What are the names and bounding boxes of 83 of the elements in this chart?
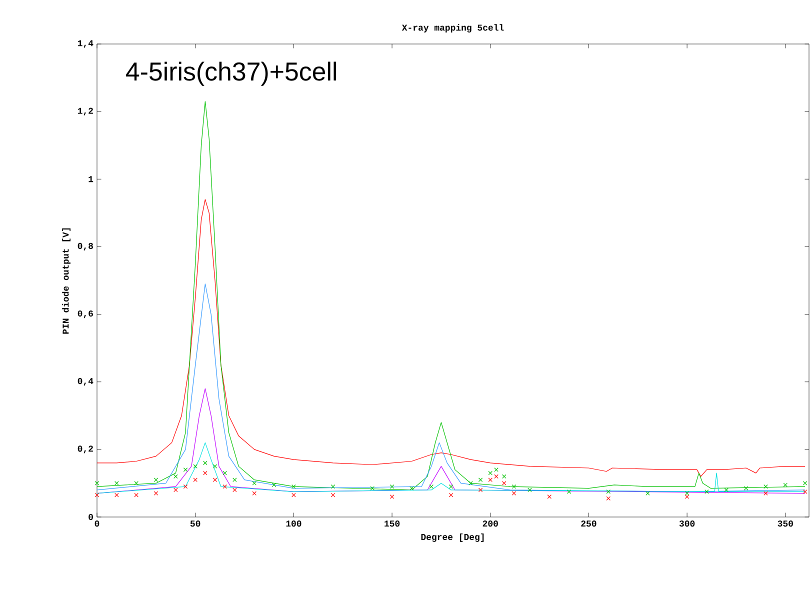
point <box>174 474 178 479</box>
chart-title: X-ray mapping 5cell <box>402 24 504 33</box>
line-series <box>97 199 806 477</box>
line-series <box>97 442 806 494</box>
y-tick-label: 1,2 <box>78 108 93 116</box>
y-tick-label: 0,8 <box>78 242 94 251</box>
point <box>606 496 611 501</box>
annotation: 4-5iris(ch37)+5cell <box>126 62 336 86</box>
point <box>212 478 218 482</box>
point <box>802 490 808 494</box>
point <box>468 481 473 486</box>
point <box>174 488 178 492</box>
y-tick-label: 1 <box>88 176 94 182</box>
point <box>222 470 227 476</box>
point <box>203 460 208 466</box>
point <box>566 490 572 494</box>
point <box>292 492 296 498</box>
point <box>448 484 454 489</box>
x-tick-label: 0 <box>94 520 100 527</box>
y-tick-label: 1,4 <box>78 40 94 48</box>
x-tick-label: 350 <box>778 520 793 527</box>
point <box>330 492 336 498</box>
y-tick-label: 0,4 <box>78 378 94 386</box>
x-tick-label: 300 <box>679 520 695 527</box>
point <box>154 491 158 496</box>
point <box>502 474 506 479</box>
point <box>212 464 218 468</box>
point <box>154 478 158 482</box>
x-tick-label: 250 <box>581 520 596 527</box>
point <box>684 491 690 496</box>
point <box>547 494 552 499</box>
x-tick-label: 50 <box>190 520 200 527</box>
point <box>494 468 498 472</box>
y-tick-label: 0,2 <box>78 446 93 454</box>
point <box>292 484 296 489</box>
point <box>114 492 119 498</box>
x-tick-label: 200 <box>482 520 498 527</box>
point <box>252 481 256 486</box>
point <box>252 491 256 496</box>
point <box>232 488 237 492</box>
point <box>222 484 227 489</box>
point <box>183 484 188 489</box>
point <box>193 478 198 482</box>
point <box>232 478 237 482</box>
x-tick-label: 100 <box>286 520 302 527</box>
x-axis-title: Degree [Deg] <box>421 533 484 542</box>
y-tick-label: 0 <box>88 514 93 520</box>
point <box>203 470 208 476</box>
point <box>494 474 498 479</box>
point <box>478 478 483 482</box>
point <box>512 484 516 489</box>
point <box>764 484 768 489</box>
point <box>704 490 709 494</box>
point <box>764 491 768 496</box>
point <box>410 486 414 490</box>
point <box>488 478 493 482</box>
point <box>370 486 374 490</box>
point <box>114 481 119 486</box>
point <box>512 491 516 496</box>
x-tick-label: 150 <box>384 520 400 527</box>
point <box>502 481 506 486</box>
point <box>448 492 454 498</box>
point <box>478 488 483 492</box>
point <box>183 468 188 472</box>
point <box>429 484 434 489</box>
point <box>528 488 532 492</box>
point <box>94 492 100 498</box>
y-tick-label: 0,6 <box>78 310 93 318</box>
point <box>272 482 276 488</box>
point <box>390 484 394 489</box>
point <box>606 490 611 494</box>
point <box>134 481 138 486</box>
point <box>783 482 788 488</box>
point <box>744 486 748 490</box>
y-axis-title: PIN diode output [V] <box>62 228 70 334</box>
point <box>646 491 650 496</box>
point <box>684 494 690 499</box>
point <box>724 488 729 492</box>
point <box>134 492 138 498</box>
point <box>193 464 198 468</box>
point <box>390 494 394 499</box>
point <box>488 470 493 476</box>
point <box>330 484 336 489</box>
